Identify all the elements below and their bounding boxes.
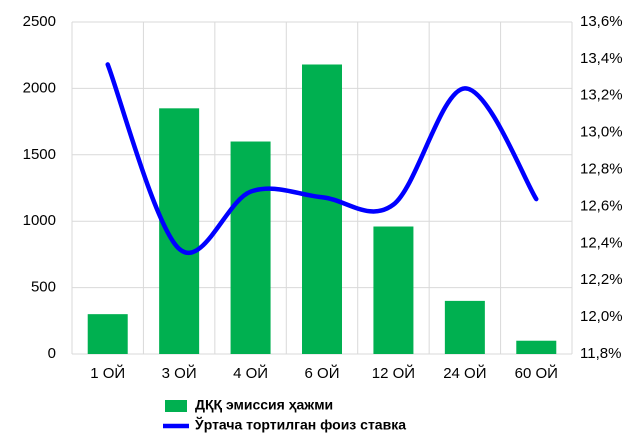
x-tick-label: 24 ОЙ [443,364,486,382]
legend-swatch [165,400,187,412]
x-tick-label: 60 ОЙ [515,364,558,382]
x-tick-label: 12 ОЙ [372,364,415,382]
line [105,62,539,255]
y-tick-label: 500 [31,279,56,296]
x-tick-label: 6 ОЙ [305,364,340,382]
x-tick-label: 3 ОЙ [162,364,197,382]
bar [516,340,557,354]
y2-tick-label: 12,6% [580,197,623,214]
bar [373,226,414,354]
y2-tick-label: 12,0% [580,308,623,325]
y-tick-label: 1000 [23,212,56,229]
y2-tick-label: 11,8% [580,345,621,362]
legend-label: Ўртача тортилган фоиз ставка [194,416,406,433]
y-tick-label: 2500 [23,13,56,30]
y2-tick-label: 13,6% [580,13,623,30]
y2-tick-label: 13,2% [580,87,623,104]
bar [87,314,128,354]
x-tick-label: 4 ОЙ [233,364,268,382]
y2-tick-label: 12,8% [580,161,623,178]
y-tick-label: 0 [48,345,56,362]
y2-tick-label: 13,0% [580,124,623,141]
bar [230,141,271,354]
y2-tick-label: 13,4% [580,50,623,67]
y-tick-label: 1500 [23,146,56,163]
y2-tick-label: 12,4% [580,234,623,251]
bar [302,64,342,354]
y2-tick-label: 12,2% [580,271,623,288]
y-tick-label: 2000 [23,79,56,96]
x-tick-label: 1 ОЙ [90,364,125,382]
legend-label: ДҚҚ эмиссия ҳажми [195,397,333,413]
bar [444,300,485,354]
